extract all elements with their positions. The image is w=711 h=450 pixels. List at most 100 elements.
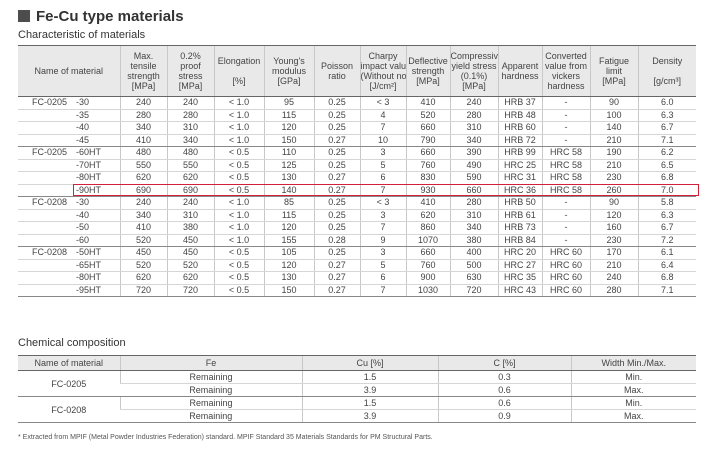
- table-cell: < 0.5: [213, 284, 264, 297]
- table-cell: -: [541, 221, 590, 235]
- material-grade: -65HT: [76, 259, 102, 270]
- table-cell: 7: [359, 284, 406, 297]
- column-header-line: hardness: [501, 71, 539, 81]
- table-row: Remaining 3.9 0.9 Max.: [18, 409, 696, 423]
- material-name-cell: -60: [18, 234, 120, 247]
- material-grade: -45: [76, 134, 90, 145]
- table-cell: HRC 20: [497, 246, 542, 260]
- column-header-line: impact value: [360, 61, 406, 71]
- material-name-cell: FC-0208 -30: [18, 196, 120, 210]
- table-cell: 120: [263, 259, 314, 272]
- column-header-line: limit: [606, 66, 622, 76]
- material-grade: -90HT: [76, 184, 102, 195]
- table-cell: 720: [449, 284, 498, 297]
- column-header: Elongation [%]: [213, 45, 264, 97]
- table-cell: HRC 58: [541, 171, 590, 185]
- material-name-cell: -40: [18, 209, 120, 222]
- column-header-line: stress: [178, 71, 203, 81]
- table-cell: 280: [119, 109, 167, 122]
- column-header-line: Converted: [545, 51, 587, 61]
- material-name-cell: FC-0205 -60HT: [18, 146, 120, 160]
- table-cell: 230: [589, 234, 638, 247]
- table-cell: -: [541, 121, 590, 135]
- table-cell: 3.9: [301, 383, 438, 397]
- table-cell: 0.25: [313, 109, 360, 122]
- table-cell: 760: [405, 259, 450, 272]
- table-row: FC-0205 -60HT 480 480 < 0.5 110 0.25 3 660 390 HRB…: [18, 146, 696, 160]
- table-cell: < 0.5: [213, 184, 264, 197]
- table-cell: HRC 35: [497, 271, 542, 285]
- table-cell: 0.27: [313, 171, 360, 185]
- table-cell: 115: [263, 209, 314, 222]
- table-cell: < 1.0: [213, 209, 264, 222]
- table-cell: 210: [589, 134, 638, 147]
- table-cell: 10: [359, 134, 406, 147]
- table-cell: 150: [263, 134, 314, 147]
- characteristics-header-row: Name of material Max. tensile strength [MPa]…: [18, 45, 696, 97]
- table-cell: 6.8: [637, 271, 696, 285]
- column-header: Name of material: [18, 45, 120, 97]
- table-cell: 0.27: [313, 184, 360, 197]
- table-cell: 620: [166, 171, 214, 185]
- table-cell: HRB 84: [497, 234, 542, 247]
- table-cell: 6.7: [637, 221, 696, 235]
- footnote: * Extracted from MPIF (Metal Powder Indu…: [18, 434, 433, 441]
- table-cell: 6.8: [637, 171, 696, 185]
- table-cell: 7: [359, 221, 406, 235]
- material-group-name: FC-0205: [32, 97, 68, 107]
- table-cell: 210: [589, 159, 638, 172]
- table-cell: 115: [263, 109, 314, 122]
- table-cell: 310: [166, 209, 214, 222]
- table-cell: 6.1: [637, 246, 696, 260]
- column-header-line: [%]: [232, 76, 246, 86]
- table-cell: < 0.5: [213, 271, 264, 285]
- table-cell: 500: [449, 259, 498, 272]
- table-cell: HRB 50: [497, 196, 542, 210]
- column-header-line: Charpy: [368, 51, 398, 61]
- table-cell: 280: [589, 284, 638, 297]
- title-square-icon: [18, 10, 30, 22]
- table-cell: 490: [449, 159, 498, 172]
- material-grade: -80HT: [76, 272, 102, 282]
- table-cell: 630: [449, 271, 498, 285]
- table-cell: -: [541, 234, 590, 247]
- table-cell: 720: [119, 284, 167, 297]
- table-cell: 660: [405, 246, 450, 260]
- column-header: Name of material: [18, 355, 120, 371]
- table-cell: 7: [359, 184, 406, 197]
- table-cell: 150: [263, 284, 314, 297]
- table-cell: -: [541, 109, 590, 122]
- column-header: Cu [%]: [301, 355, 438, 371]
- column-header: Density [g/cm³]: [637, 45, 696, 97]
- column-header-line: ratio: [328, 71, 346, 81]
- column-header-line: [MPa]: [178, 81, 203, 91]
- table-cell: 7: [359, 121, 406, 135]
- table-cell: 410: [119, 221, 167, 235]
- column-header-line: tensile: [130, 61, 157, 71]
- table-cell: 240: [119, 96, 167, 110]
- material-grade: -60: [76, 234, 90, 245]
- table-row: -60 520 450 < 1.0 155 0.28 9 1070 380 HRB 84-230 7…: [18, 234, 696, 247]
- material-name-cell: -80HT: [18, 171, 120, 185]
- table-cell: 120: [263, 221, 314, 235]
- table-row: -90HT 690 690 < 0.5 140 0.27 7 930 660 HRC 36 HRC …: [18, 184, 696, 197]
- table-cell: < 1.0: [213, 96, 264, 110]
- table-row: -40 340 310 < 1.0 120 0.25 7 660 310 HRB 60-140 6.…: [18, 121, 696, 135]
- column-header-line: [g/cm³]: [653, 76, 681, 86]
- material-name-cell: FC-0205 -30: [18, 96, 120, 110]
- column-header-line: proof: [180, 61, 201, 71]
- material-group-name: FC-0205: [32, 147, 68, 157]
- table-cell: 100: [589, 109, 638, 122]
- material-name-cell: FC-0205: [18, 370, 120, 397]
- characteristics-heading: Characteristic of materials: [18, 29, 146, 41]
- table-cell: < 1.0: [213, 234, 264, 247]
- table-cell: 3.9: [301, 409, 438, 423]
- table-cell: 340: [166, 134, 214, 147]
- material-name-cell: -65HT: [18, 259, 120, 272]
- table-cell: 6.5: [637, 159, 696, 172]
- material-grade: -80HT: [76, 172, 102, 182]
- table-row: -40 340 310 < 1.0 115 0.25 3 620 310 HRB 61-120 6.…: [18, 209, 696, 222]
- table-cell: 310: [449, 121, 498, 135]
- material-grade: -35: [76, 109, 90, 120]
- table-cell: 380: [166, 221, 214, 235]
